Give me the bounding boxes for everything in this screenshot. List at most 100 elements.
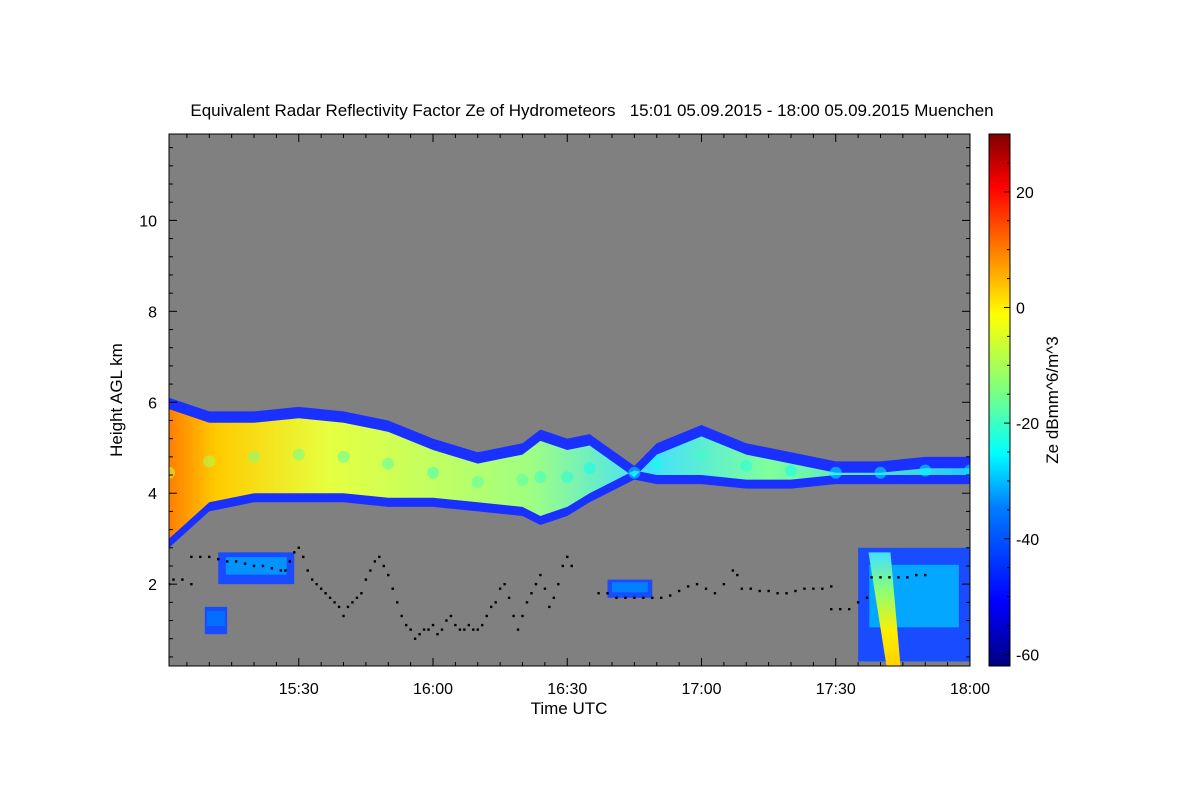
cloud-layer-point bbox=[583, 462, 596, 475]
cloud-base-marker bbox=[597, 592, 600, 595]
cloud-base-marker bbox=[847, 607, 851, 611]
cloud-base-marker bbox=[615, 596, 618, 599]
cloud-base-marker bbox=[606, 592, 609, 595]
plot-frame bbox=[168, 133, 971, 667]
cloud-base-marker bbox=[431, 623, 435, 627]
cloud-base-marker bbox=[422, 628, 426, 631]
cloud-base-marker bbox=[548, 605, 551, 609]
cloud-layer-point bbox=[964, 464, 970, 477]
cloud-base-marker bbox=[830, 585, 833, 588]
x-tick-label: 16:00 bbox=[413, 681, 453, 698]
colorbar-tick-label: 20 bbox=[1016, 185, 1034, 202]
cloud-base-marker bbox=[494, 601, 497, 604]
cloud-base-marker bbox=[293, 551, 296, 554]
cloud-base-marker bbox=[400, 614, 403, 618]
cloud-base-marker bbox=[856, 601, 860, 604]
cloud-base-marker bbox=[749, 587, 752, 590]
cloud-base-marker bbox=[436, 632, 439, 636]
cloud-base-marker bbox=[306, 569, 309, 572]
cloud-base-marker bbox=[713, 592, 717, 595]
colorbar-tick-label: -20 bbox=[1016, 416, 1039, 433]
cloud-base-marker bbox=[503, 582, 506, 586]
cloud-layer-point bbox=[203, 455, 216, 468]
cloud-base-marker bbox=[387, 573, 390, 577]
cloud-base-marker bbox=[217, 557, 220, 561]
cloud-base-marker bbox=[633, 596, 636, 599]
cloud-layer-point bbox=[561, 471, 574, 484]
low-cloud-patch-core bbox=[612, 582, 648, 593]
cloud-base-marker bbox=[328, 596, 332, 599]
x-axis-title: Time UTC bbox=[531, 699, 608, 718]
cloud-base-marker bbox=[660, 596, 663, 599]
cloud-base-marker bbox=[225, 560, 229, 563]
colorbar-title: Ze dBmm^6/m^3 bbox=[1043, 336, 1062, 463]
cloud-layer-point bbox=[169, 466, 175, 479]
cloud-base-marker bbox=[906, 576, 909, 579]
low-cloud-patch-core bbox=[207, 610, 225, 626]
cloud-base-marker bbox=[731, 569, 735, 572]
cloud-base-marker bbox=[677, 589, 681, 593]
cloud-base-marker bbox=[449, 614, 453, 618]
cloud-layer-point bbox=[337, 450, 350, 463]
cloud-base-marker bbox=[333, 601, 336, 604]
cloud-base-marker bbox=[821, 587, 824, 590]
cloud-base-marker bbox=[897, 576, 900, 579]
colorbar-tick-label: -40 bbox=[1016, 532, 1039, 549]
cloud-base-marker bbox=[507, 596, 511, 599]
cloud-base-marker bbox=[467, 623, 471, 627]
cloud-base-marker bbox=[758, 589, 761, 593]
cloud-base-marker bbox=[924, 573, 927, 577]
cloud-base-marker bbox=[199, 555, 202, 559]
cloud-layer-point bbox=[874, 466, 887, 479]
x-tick-label: 17:00 bbox=[681, 681, 721, 698]
cloud-base-marker bbox=[351, 601, 354, 604]
cloud-base-marker bbox=[454, 623, 457, 627]
cloud-base-marker bbox=[642, 596, 645, 599]
cloud-base-marker bbox=[812, 587, 815, 590]
cloud-layer-point bbox=[382, 457, 395, 470]
cloud-base-marker bbox=[364, 578, 368, 581]
cloud-base-marker bbox=[481, 623, 484, 627]
y-tick-label: 10 bbox=[139, 213, 157, 230]
cloud-base-marker bbox=[776, 592, 779, 595]
cloud-base-marker bbox=[695, 582, 699, 586]
cloud-base-marker bbox=[830, 607, 833, 611]
cloud-base-marker bbox=[319, 587, 323, 590]
axis-layer: 15:30 16:00 16:30 17:00 17:30 18:00 2 4 6 8 10 bbox=[139, 134, 990, 698]
cloud-base-marker bbox=[342, 614, 345, 618]
cloud-layer-point bbox=[829, 466, 842, 479]
cloud-base-marker bbox=[704, 587, 708, 590]
cloud-base-marker bbox=[557, 582, 560, 586]
cloud-base-marker bbox=[369, 569, 372, 572]
colorbar-tick-label: 0 bbox=[1016, 300, 1025, 317]
cloud-layer-point bbox=[516, 473, 529, 486]
cloud-base-marker bbox=[566, 555, 569, 559]
cloud-base-marker bbox=[651, 596, 654, 599]
x-tick-label: 16:30 bbox=[547, 681, 587, 698]
cloud-base-marker bbox=[404, 623, 408, 627]
cloud-base-marker bbox=[427, 628, 430, 631]
cloud-base-marker bbox=[234, 560, 238, 563]
cloud-base-marker bbox=[337, 605, 341, 609]
cloud-layer-point bbox=[628, 466, 641, 479]
cloud-base-marker bbox=[413, 637, 417, 640]
cloud-base-marker bbox=[440, 628, 444, 631]
low-cloud-patch-core bbox=[225, 557, 287, 575]
cloud-base-marker bbox=[915, 573, 918, 577]
cloud-base-marker bbox=[284, 569, 287, 572]
cloud-layer-point bbox=[248, 450, 261, 463]
cloud-base-marker bbox=[458, 628, 462, 631]
cloud-base-marker bbox=[539, 573, 542, 577]
cloud-base-marker bbox=[355, 596, 359, 599]
cloud-base-marker bbox=[552, 596, 556, 599]
cloud-base-marker bbox=[243, 562, 247, 565]
cloud-base-marker bbox=[445, 619, 448, 622]
cloud-base-marker bbox=[373, 560, 377, 563]
cloud-base-marker bbox=[516, 628, 520, 631]
cloud-base-marker bbox=[472, 628, 475, 631]
cloud-base-marker bbox=[624, 596, 627, 599]
chart-title: Equivalent Radar Reflectivity Factor Ze … bbox=[190, 101, 993, 120]
cloud-base-marker bbox=[270, 567, 274, 570]
y-tick-label: 4 bbox=[148, 486, 157, 503]
cloud-layer-point bbox=[471, 475, 484, 488]
